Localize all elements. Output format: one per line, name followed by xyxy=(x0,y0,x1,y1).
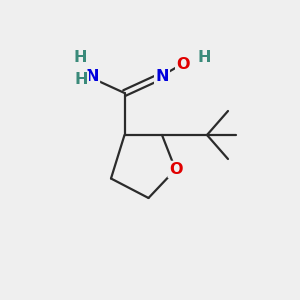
Text: H: H xyxy=(73,50,87,65)
Text: O: O xyxy=(176,57,190,72)
Text: O: O xyxy=(169,162,182,177)
Text: N: N xyxy=(85,69,99,84)
Text: H: H xyxy=(74,72,88,87)
Text: H: H xyxy=(197,50,211,64)
Text: N: N xyxy=(155,69,169,84)
